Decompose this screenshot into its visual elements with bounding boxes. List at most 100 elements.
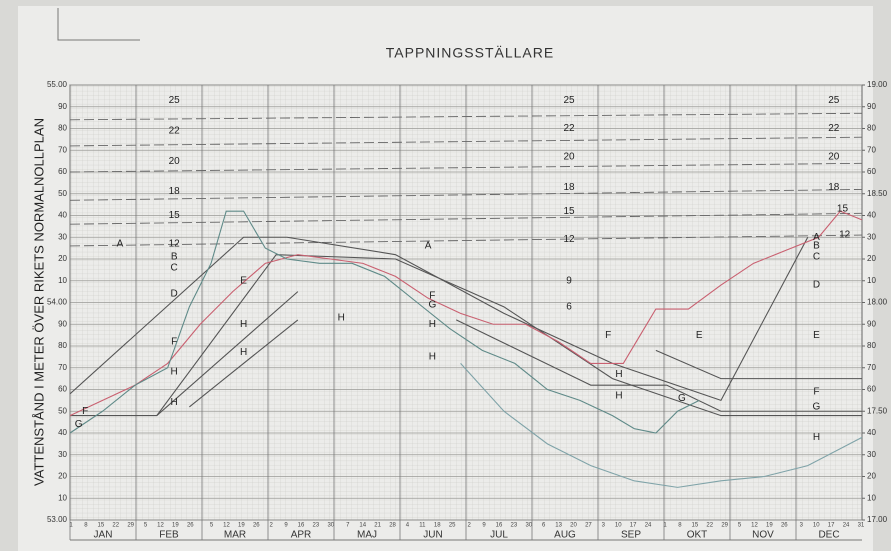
zone-label: F [171,336,177,347]
month-label: SEP [621,530,641,541]
zone-label: 15 [564,206,576,217]
y2-tick-label: 90 [867,319,876,328]
month-label: APR [291,530,312,541]
y2-tick-label: 90 [867,102,876,111]
zone-label: H [240,319,247,330]
day-label: 17 [630,523,637,529]
y2-tick-label: 30 [867,450,876,459]
day-label: 23 [511,523,518,529]
zone-label: B [813,241,820,252]
y-tick-label: 50 [58,189,67,198]
day-label: 27 [585,523,592,529]
y2-tick-label: 70 [867,145,876,154]
zone-label: 12 [564,234,576,245]
zone-label: 18 [564,182,576,193]
zone-label: H [615,391,622,402]
y2-tick-label: 70 [867,363,876,372]
y-tick-label: 20 [58,472,67,481]
zone-label: 15 [837,204,849,215]
day-label: 12 [223,523,230,529]
day-label: 14 [359,523,366,529]
day-label: 19 [172,523,179,529]
y2-tick-label: 60 [867,385,876,394]
y-tick-label: 70 [58,363,67,372]
y2-tick-label: 20 [867,472,876,481]
day-label: 29 [127,523,134,529]
y-tick-label: 54.00 [47,298,68,307]
y-tick-label: 40 [58,428,67,437]
y-axis-label: VATTENSTÅND I METER ÖVER RIKETS NORMALNO… [31,118,46,486]
day-label: 12 [157,523,164,529]
month-label: MAJ [357,530,377,541]
y2-tick-label: 19.00 [867,80,888,89]
day-label: 26 [187,523,194,529]
y2-tick-label: 10 [867,276,876,285]
day-label: 24 [843,523,850,529]
day-label: 18 [434,523,441,529]
y2-tick-label: 18.50 [867,189,888,198]
y2-tick-label: 40 [867,211,876,220]
zone-label: H [338,312,345,323]
day-label: 16 [496,523,503,529]
zone-label: 20 [828,151,840,162]
y-tick-label: 80 [58,124,67,133]
y2-tick-label: 30 [867,232,876,241]
day-label: 23 [313,523,320,529]
day-label: 10 [615,523,622,529]
zone-label: G [678,393,686,404]
month-label: JUL [490,530,508,541]
y2-tick-label: 17.00 [867,515,888,524]
zone-label: 22 [564,123,576,134]
zone-label: G [428,299,436,310]
zone-label: C [813,251,820,262]
zone-label: B [171,251,178,262]
day-label: 24 [645,523,652,529]
day-label: 29 [721,523,728,529]
zone-label: 20 [169,156,181,167]
zone-label: 9 [566,275,572,286]
month-label: JAN [94,530,113,541]
zone-label: 25 [169,95,181,106]
day-label: 13 [555,523,562,529]
y-tick-label: 70 [58,145,67,154]
day-label: 25 [449,523,456,529]
day-label: 16 [298,523,305,529]
zone-label: D [171,288,178,299]
y-tick-label: 30 [58,450,67,459]
day-label: 21 [374,523,381,529]
y-tick-label: 40 [58,211,67,220]
y2-tick-label: 18.00 [867,298,888,307]
zone-label: H [429,319,436,330]
day-label: 26 [781,523,788,529]
zone-label: 18 [169,186,181,197]
day-label: 28 [389,523,396,529]
zone-label: F [813,386,819,397]
month-label: FEB [159,530,179,541]
y2-tick-label: 10 [867,493,876,502]
month-label: NOV [752,530,774,541]
zone-label: 22 [169,125,181,136]
zone-label: 20 [564,151,576,162]
day-label: 20 [570,523,577,529]
zone-label: 22 [828,123,840,134]
day-label: 19 [238,523,245,529]
y-tick-label: 90 [58,102,67,111]
day-label: 22 [706,523,713,529]
zone-label: A [425,241,432,252]
day-label: 22 [112,523,119,529]
month-label: OKT [687,530,708,541]
day-label: 17 [828,523,835,529]
zone-label: E [696,330,703,341]
y-tick-label: 60 [58,385,67,394]
zone-label: E [240,275,247,286]
y-tick-label: 10 [58,493,67,502]
zone-label: 18 [828,182,840,193]
chart: TAPPNINGSSTÄLLARE VATTENSTÅND I METER ÖV… [0,0,891,551]
day-label: 15 [98,523,105,529]
zone-label: E [813,330,820,341]
zone-label: H [615,369,622,380]
day-label: 19 [766,523,773,529]
y-tick-label: 80 [58,341,67,350]
zone-label: H [171,367,178,378]
y2-tick-label: 17.50 [867,406,888,415]
